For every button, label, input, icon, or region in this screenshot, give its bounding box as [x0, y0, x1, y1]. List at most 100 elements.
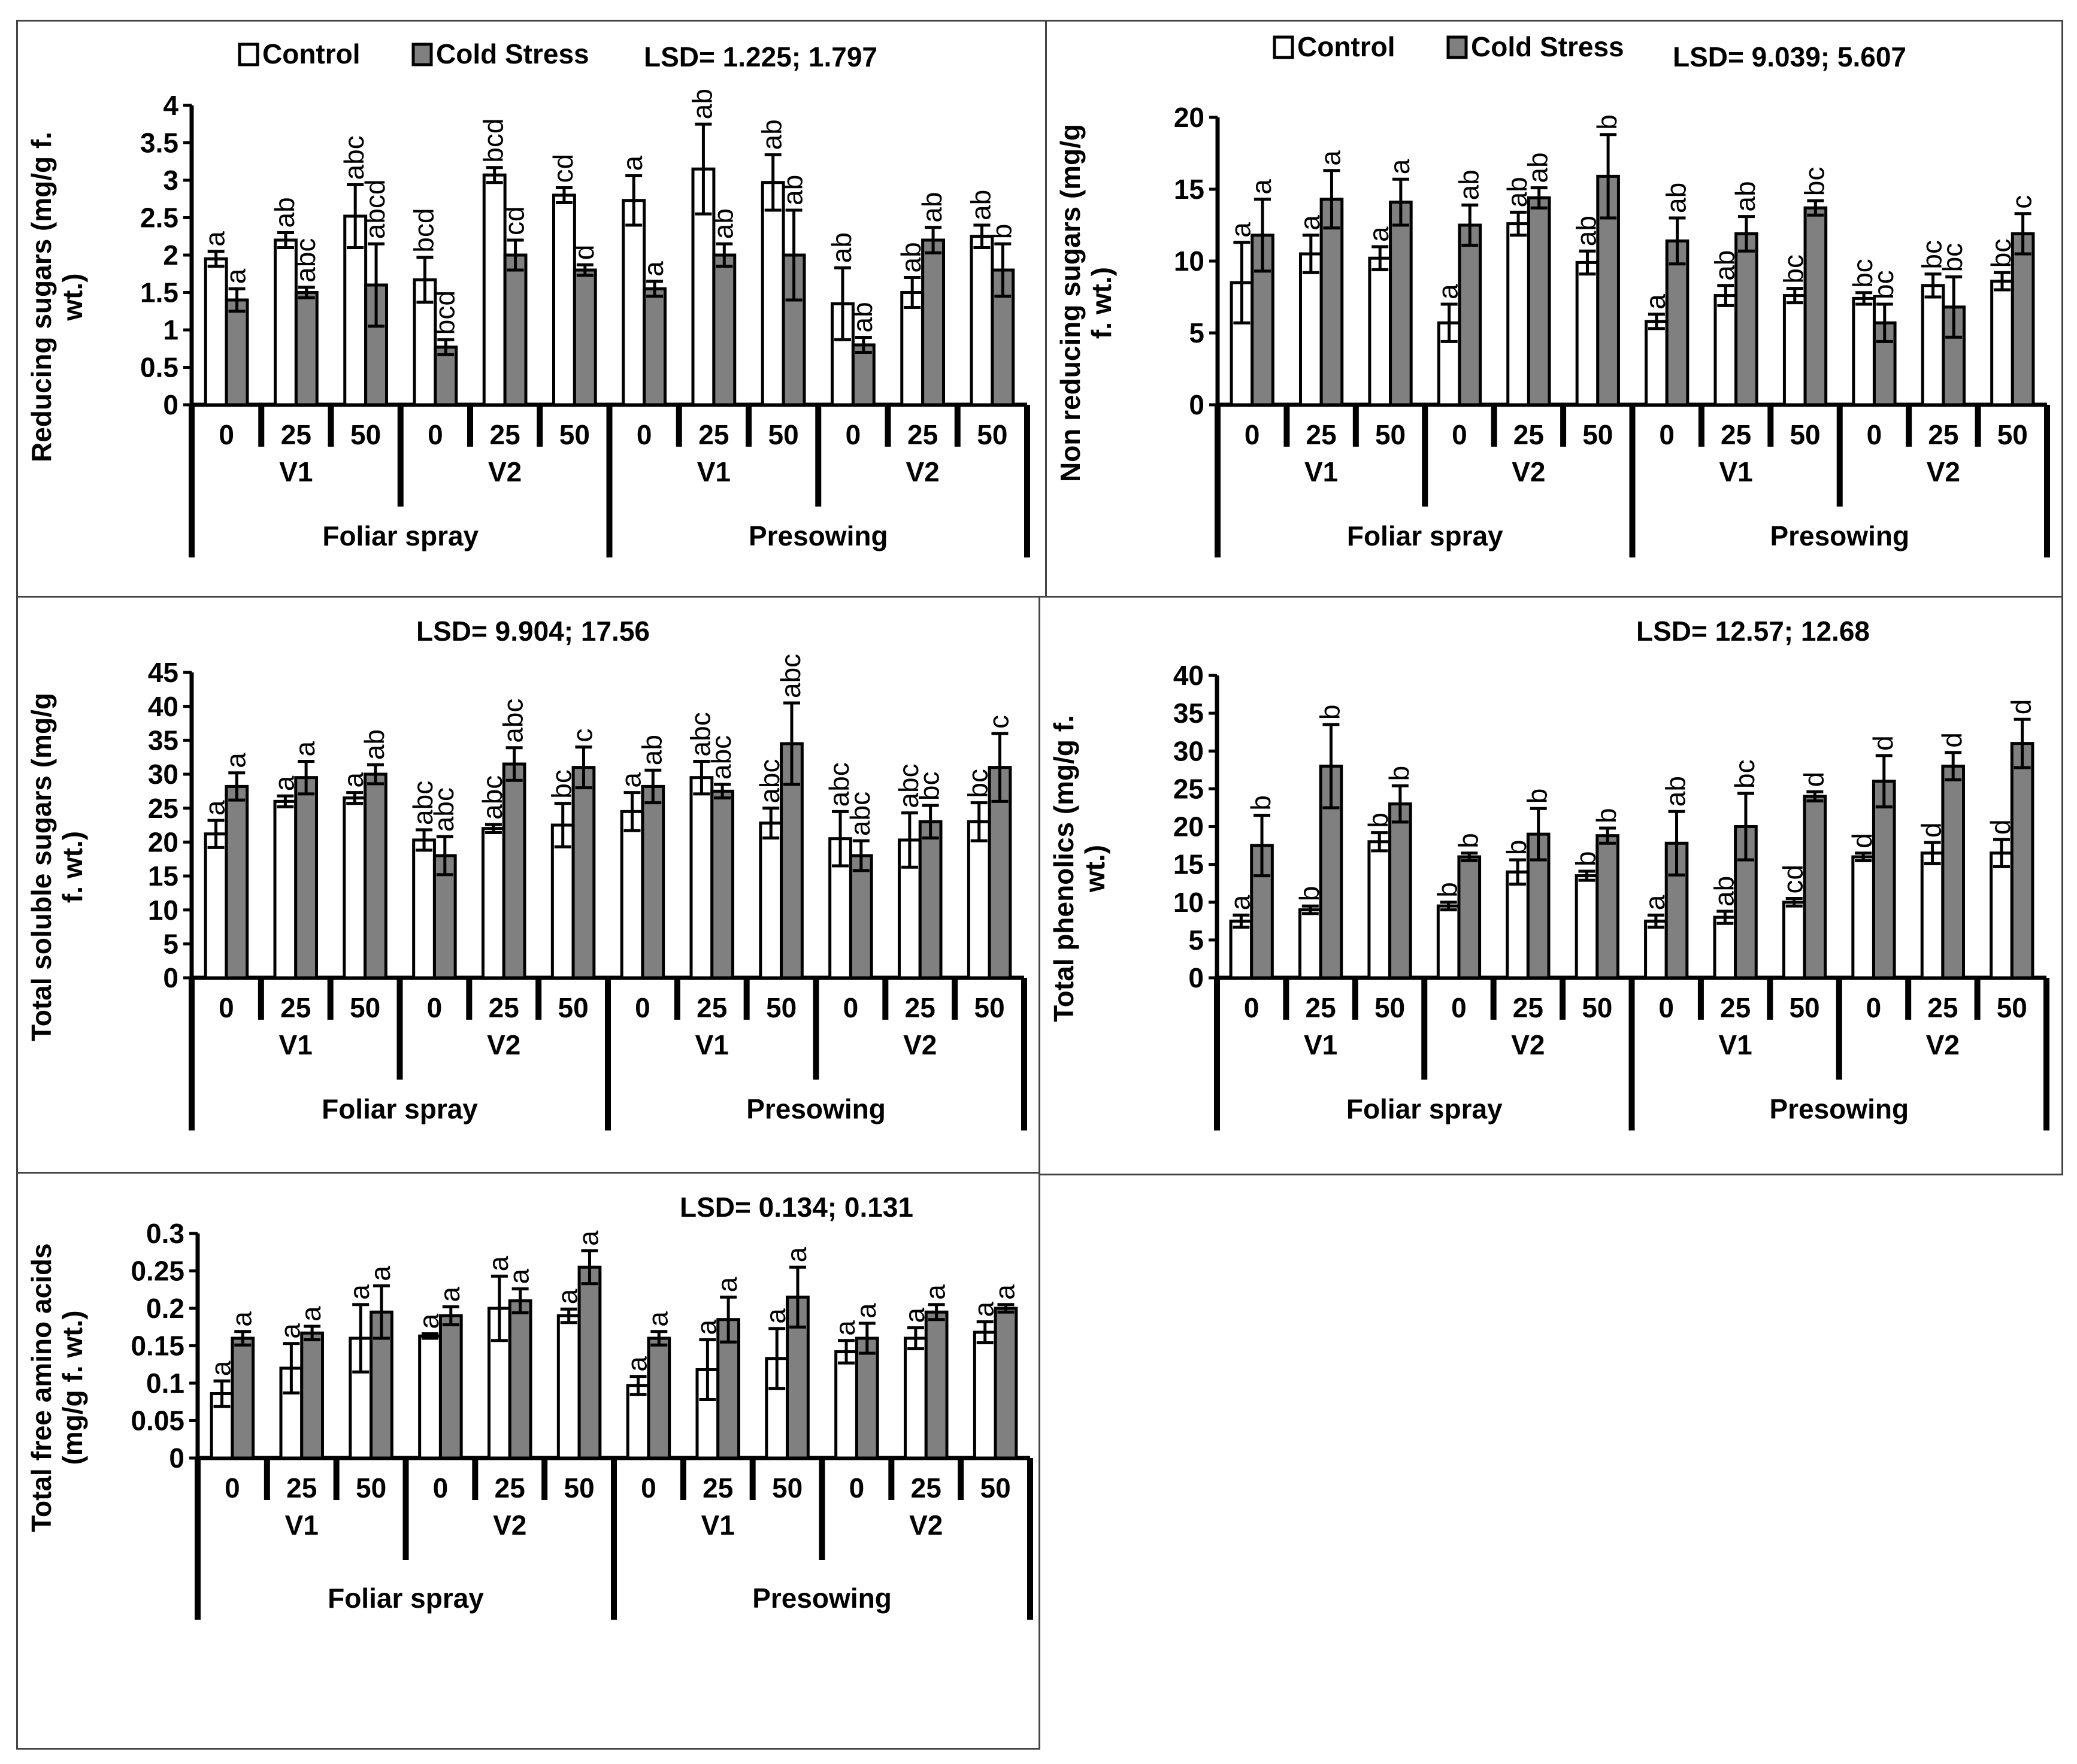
bar-cold-stress [1388, 802, 1412, 980]
legend-label-cold-stress: Cold Stress [1471, 31, 1624, 62]
dose-label: 25 [490, 419, 520, 450]
dose-label: 25 [281, 419, 311, 450]
dose-label: 50 [559, 419, 590, 450]
bar-cold-stress [1803, 206, 1828, 407]
significance-letter: c [983, 715, 1014, 729]
dose-label: 50 [350, 419, 381, 450]
y-axis-title-line: wt.) [57, 273, 88, 321]
significance-letter: abc [290, 238, 321, 283]
bar-cold-stress [641, 784, 665, 980]
bar-control [343, 796, 367, 980]
y-tick-label: 25 [148, 793, 178, 824]
significance-letter: ab [847, 302, 878, 332]
significance-letter: d [1936, 732, 1967, 748]
variety-label: V2 [1927, 456, 1960, 487]
y-tick-label: 20 [1174, 102, 1204, 133]
bar-control [1229, 919, 1254, 980]
y-tick-label: 45 [148, 657, 178, 688]
dose-label: 50 [1375, 419, 1406, 450]
legend-swatch-control [1273, 35, 1294, 59]
variety-label: V2 [903, 1029, 937, 1060]
dose-label: 50 [974, 992, 1004, 1023]
y-tick-label: 30 [148, 759, 178, 790]
significance-letter: bc [1868, 270, 1899, 299]
bar-control [1782, 294, 1807, 407]
bar-cold-stress [2011, 232, 2035, 407]
y-tick-label: 10 [1173, 887, 1204, 918]
variety-label: V1 [1304, 1029, 1337, 1060]
dose-label: 25 [1513, 992, 1543, 1023]
dose-label: 25 [280, 992, 311, 1023]
y-tick-label: 4 [163, 90, 178, 121]
variety-label: V1 [1718, 1029, 1752, 1060]
significance-letter: a [344, 1284, 375, 1300]
bar-cold-stress [921, 238, 945, 407]
significance-letter: ab [916, 192, 947, 223]
bar-cold-stress [1595, 834, 1619, 980]
dose-label: 50 [1582, 992, 1612, 1023]
significance-letter: ab [965, 190, 996, 220]
bar-control [1852, 296, 1876, 407]
dose-label: 25 [1306, 992, 1336, 1023]
significance-letter: b [1522, 789, 1553, 804]
significance-letter: a [295, 1306, 326, 1322]
dose-label: 25 [703, 1472, 733, 1504]
y-tick-label: 2 [163, 240, 178, 271]
y-axis-title-line: wt.) [1079, 845, 1110, 893]
bar-cold-stress [1734, 232, 1758, 407]
y-axis-title: Non reducing sugars (mg/gf. wt.) [1055, 124, 1117, 482]
significance-letter: a [289, 741, 320, 756]
bar-control [904, 1336, 928, 1460]
y-axis-title: Total phenolics (mg/g f.wt.) [1048, 715, 1110, 1022]
bar-control [759, 822, 783, 980]
y-tick-label: 0 [163, 962, 178, 993]
significance-letter: a [1246, 179, 1277, 195]
bar-cold-stress [643, 287, 667, 407]
legend-swatch-cold-stress [1446, 35, 1468, 59]
y-axis-title-line: Reducing sugars (mg/g f. [26, 132, 57, 462]
bar-cold-stress [571, 766, 596, 980]
significance-letter: ab [686, 89, 717, 119]
y-tick-label: 0 [1189, 389, 1204, 420]
bar-cold-stress [712, 253, 737, 407]
bar-cold-stress [924, 1310, 949, 1460]
significance-letter: abc [428, 787, 459, 832]
bar-cold-stress [294, 776, 318, 980]
bar-control [973, 1330, 997, 1460]
bar-control [1575, 874, 1599, 980]
bar-cold-stress [1526, 832, 1551, 980]
dose-label: 0 [849, 1472, 865, 1504]
significance-letter: a [220, 753, 251, 768]
lsd-label: LSD= 12.57; 12.68 [1636, 616, 1870, 647]
dose-label: 0 [219, 992, 234, 1023]
significance-letter: a [365, 1266, 396, 1281]
chart-svg-1: 0 5 10 15 20 Non reducing sugars (mg/gf. wt.)… [1055, 31, 2050, 557]
dose-label: 0 [843, 992, 859, 1023]
dose-label: 0 [219, 419, 234, 450]
bar-control [204, 257, 228, 407]
y-tick-label: 5 [1188, 925, 1204, 956]
significance-letter: a [850, 1303, 882, 1319]
significance-letter: a [829, 1320, 861, 1336]
y-tick-label: 5 [1189, 317, 1204, 348]
variety-label: V2 [1512, 456, 1545, 487]
bar-cold-stress [855, 1336, 879, 1460]
dose-label: 50 [1790, 419, 1820, 450]
significance-letter: ab [636, 735, 667, 765]
legend-label-control: Control [1297, 31, 1395, 62]
bar-control [1713, 294, 1738, 407]
y-tick-label: 0 [163, 389, 178, 420]
y-tick-label: 0 [169, 1442, 184, 1474]
y-tick-label: 0.2 [146, 1293, 184, 1324]
significance-letter: ab [359, 729, 390, 760]
lsd-label: LSD= 1.225; 1.797 [644, 41, 877, 72]
significance-letter: a [1315, 150, 1346, 166]
dose-label: 25 [1928, 419, 1958, 450]
variety-label: V1 [1304, 456, 1338, 487]
dose-label: 50 [1582, 419, 1613, 450]
significance-letter: a [573, 1230, 604, 1246]
bar-control [552, 193, 576, 407]
significance-letter: ab [756, 119, 788, 150]
significance-letter: abc [823, 762, 855, 807]
